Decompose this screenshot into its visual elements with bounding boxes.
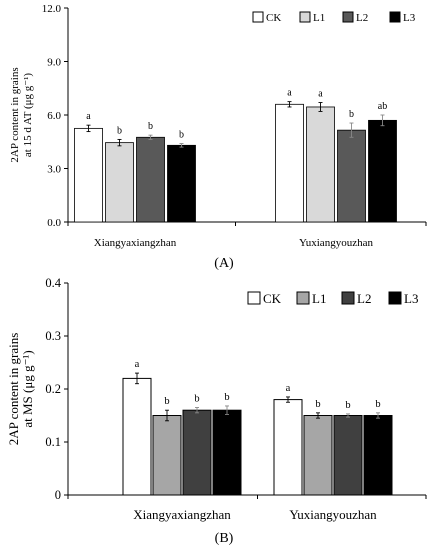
y-tick-label: 9.0 bbox=[47, 57, 61, 69]
legend-swatch-l3 bbox=[389, 11, 401, 23]
significance-label: b bbox=[148, 121, 153, 132]
y-tick-label: 0.3 bbox=[45, 329, 61, 343]
y-tick-label: 0.0 bbox=[47, 217, 61, 229]
bar-l3 bbox=[167, 144, 196, 223]
panel-b-chart: 0 0.1 0.2 0.3 0.4 Xiangyaxiangzhan Yuxiangyouz… bbox=[6, 276, 427, 546]
y-tick-label: 0.4 bbox=[45, 276, 61, 290]
category-label: Yuxiangyouzhan bbox=[289, 507, 377, 522]
legend-label-l2: L2 bbox=[356, 12, 368, 24]
bar-l1 bbox=[105, 142, 134, 223]
bar-ck bbox=[74, 127, 103, 223]
significance-label: a bbox=[86, 111, 91, 122]
significance-label: a bbox=[286, 383, 291, 394]
significance-label: b bbox=[375, 399, 380, 410]
significance-label: b bbox=[117, 125, 122, 136]
legend-swatch-l2 bbox=[342, 11, 354, 23]
legend-swatch-ck bbox=[247, 291, 261, 305]
bar-ck bbox=[275, 103, 304, 223]
category-label: Xiangyaxiangzhan bbox=[94, 237, 177, 249]
y-tick-label: 0.2 bbox=[45, 382, 61, 396]
bar-l2 bbox=[333, 415, 363, 496]
significance-label: b bbox=[224, 392, 229, 403]
significance-label: b bbox=[179, 130, 184, 141]
legend-swatch-l2 bbox=[341, 291, 355, 305]
significance-label: a bbox=[287, 88, 292, 99]
legend-swatch-l3 bbox=[388, 291, 402, 305]
category-label: Yuxiangyouzhan bbox=[299, 237, 373, 249]
legend-swatch-l1 bbox=[296, 291, 310, 305]
y-tick-label: 6.0 bbox=[47, 110, 61, 122]
significance-label: b bbox=[349, 109, 354, 120]
panel-label: (A) bbox=[214, 256, 234, 271]
significance-label: ab bbox=[378, 101, 387, 112]
significance-label: b bbox=[194, 394, 199, 405]
y-axis-title-line: 2AP content in grains bbox=[9, 67, 21, 162]
bar-l1 bbox=[306, 106, 335, 223]
bar-l3 bbox=[363, 415, 393, 496]
legend-label-l2: L2 bbox=[357, 291, 371, 306]
y-tick-label: 0 bbox=[55, 488, 61, 502]
y-axis-title-line: at MS (μg g⁻¹) bbox=[20, 350, 35, 427]
legend-label-l1: L1 bbox=[313, 12, 325, 24]
bar-l2 bbox=[136, 136, 165, 223]
bar-ck bbox=[122, 377, 152, 496]
y-axis-title-line: at 15 d AT (μg g⁻¹) bbox=[22, 73, 34, 157]
legend-label-ck: CK bbox=[266, 12, 281, 24]
bar-l3 bbox=[368, 119, 397, 223]
bar-l2 bbox=[337, 129, 366, 223]
legend-label-ck: CK bbox=[263, 291, 282, 306]
bar-l2 bbox=[182, 409, 212, 496]
y-tick-label: 0.1 bbox=[45, 435, 61, 449]
category-label: Xiangyaxiangzhan bbox=[133, 507, 231, 522]
significance-label: b bbox=[345, 400, 350, 411]
bar-l1 bbox=[303, 415, 333, 496]
legend-swatch-ck bbox=[252, 11, 264, 23]
legend-label-l3: L3 bbox=[403, 12, 416, 24]
panel-label: (B) bbox=[215, 531, 234, 546]
significance-label: a bbox=[318, 89, 323, 100]
legend-label-l3: L3 bbox=[404, 291, 418, 306]
significance-label: b bbox=[164, 396, 169, 407]
y-axis-title-line: 2AP content in grains bbox=[6, 333, 21, 446]
y-tick-label: 3.0 bbox=[47, 164, 61, 176]
significance-label: b bbox=[315, 399, 320, 410]
bar-l1 bbox=[152, 415, 182, 496]
bar-ck bbox=[273, 399, 303, 496]
bar-l3 bbox=[212, 409, 242, 496]
y-tick-label: 12.0 bbox=[42, 3, 62, 15]
significance-label: a bbox=[135, 359, 140, 370]
legend-label-l1: L1 bbox=[312, 291, 326, 306]
legend-swatch-l1 bbox=[299, 11, 311, 23]
panel-a-chart: 0.0 3.0 6.0 9.0 12.0 Xiangyaxiangzhan Yuxiangy… bbox=[9, 3, 427, 271]
